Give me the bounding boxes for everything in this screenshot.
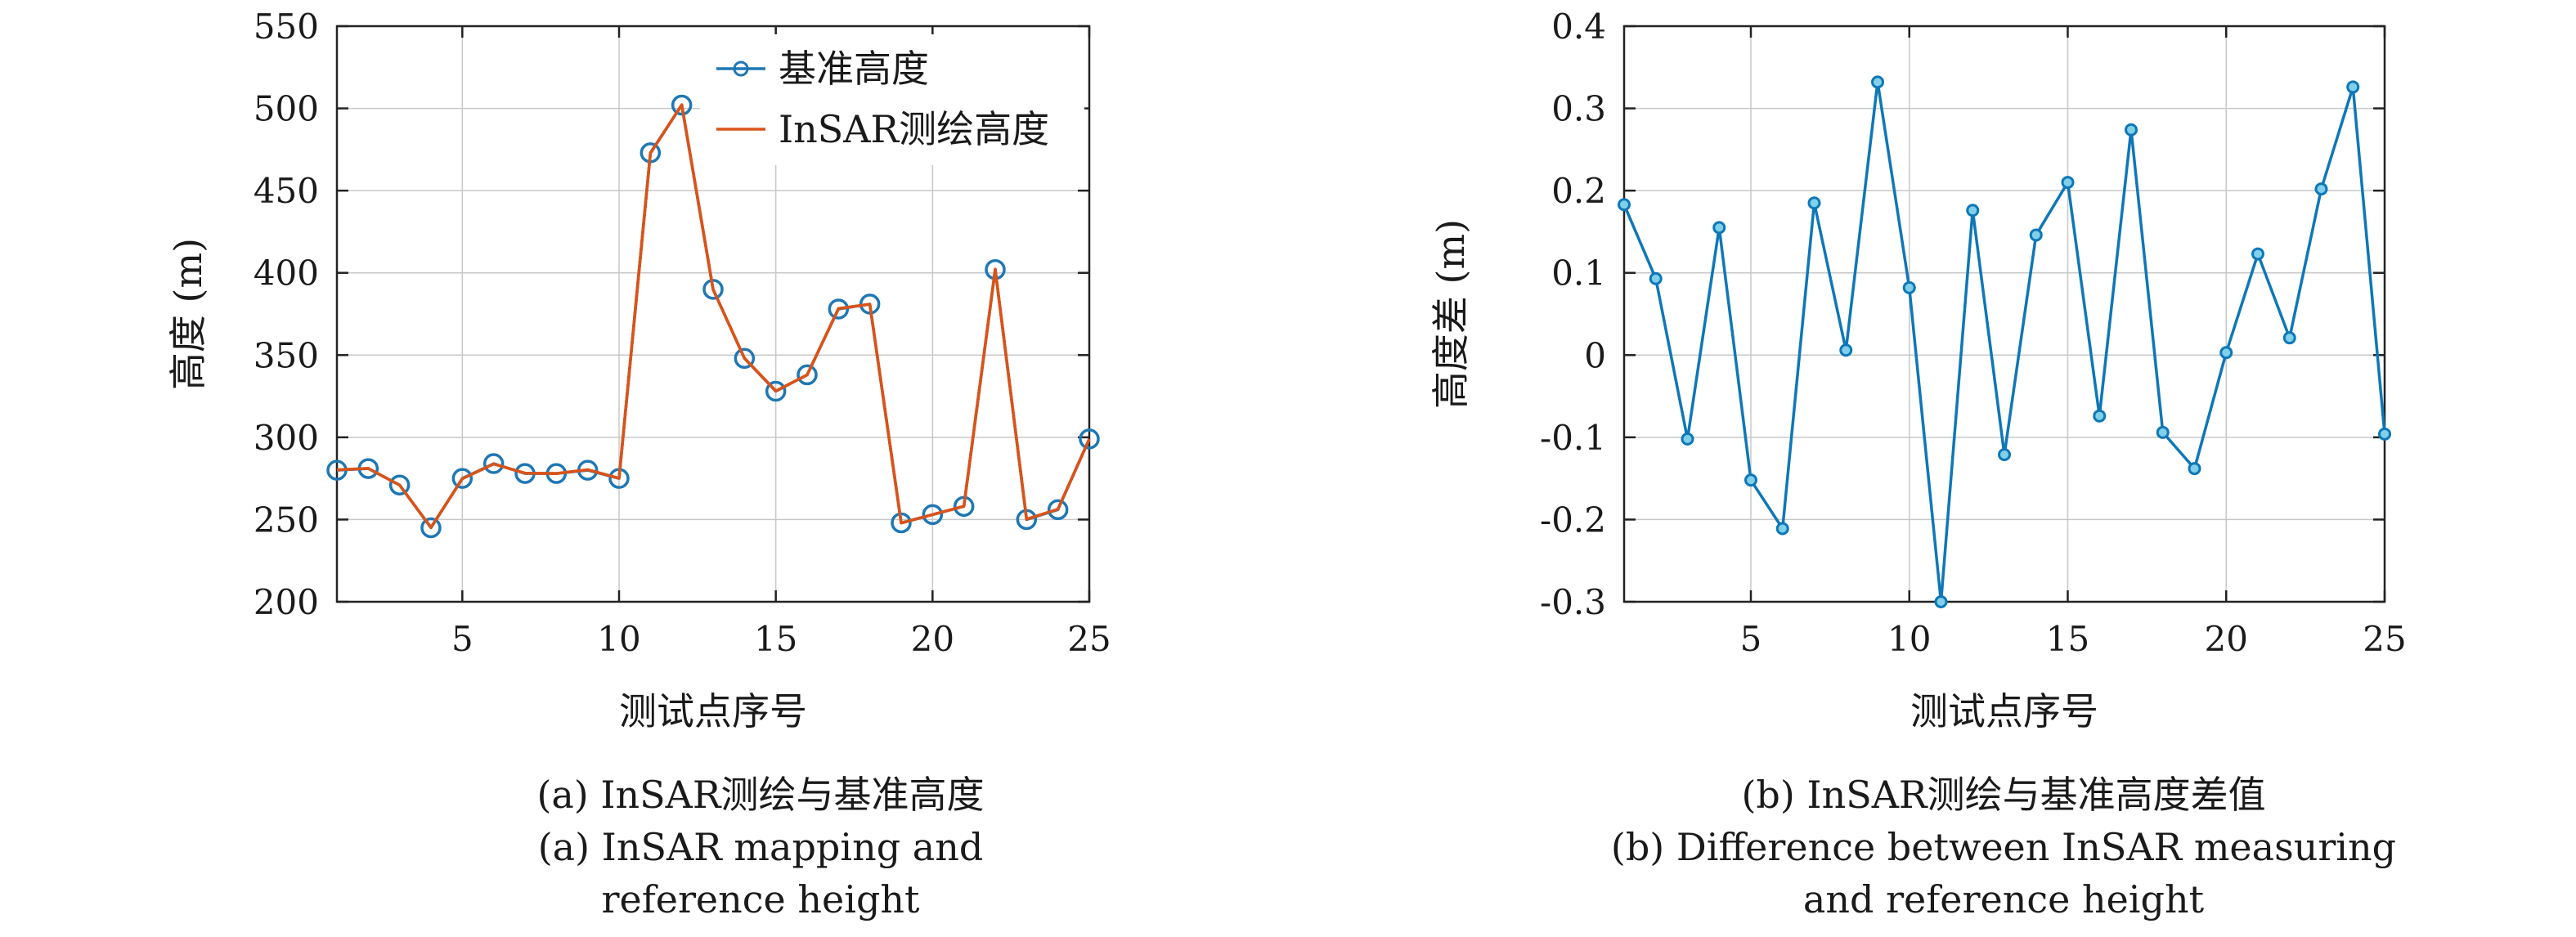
y-tick-label: 0.1 <box>1551 253 1606 294</box>
data-point <box>1775 522 1789 536</box>
data-point <box>420 517 442 539</box>
data-point <box>1807 196 1821 210</box>
y-tick-label: 250 <box>254 500 319 540</box>
data-point <box>451 468 473 489</box>
x-tick-label: 20 <box>911 619 954 659</box>
data-point <box>1902 280 1916 294</box>
y-tick-label: 400 <box>254 253 319 294</box>
data-point <box>1998 447 2011 461</box>
y-tick-label: -0.3 <box>1540 582 1606 622</box>
data-point <box>734 347 756 370</box>
legend-label: InSAR测绘高度 <box>779 107 1049 151</box>
x-tick-label: 15 <box>2046 619 2089 659</box>
x-axis-label: 测试点序号 <box>619 689 807 733</box>
x-tick-label: 20 <box>2205 619 2248 659</box>
data-point <box>1649 271 1663 285</box>
data-point <box>482 453 505 474</box>
data-point <box>1744 473 1757 487</box>
caption-b-line-2: (b) Difference between InSAR measuring <box>1610 825 2397 869</box>
data-point <box>2156 425 2170 439</box>
caption-a: (a) InSAR测绘与基准高度 (a) InSAR mapping and r… <box>278 769 1243 926</box>
data-point <box>1934 595 1948 608</box>
caption-b-line-3: and reference height <box>1802 877 2205 921</box>
x-tick-label: 10 <box>1887 619 1931 659</box>
y-tick-label: 200 <box>254 582 319 622</box>
y-tick-label: 0.3 <box>1551 89 1606 129</box>
data-point <box>2188 462 2201 476</box>
data-point <box>2061 176 2075 190</box>
caption-b-line-1: (b) InSAR测绘与基准高度差值 <box>1741 773 2266 817</box>
data-point <box>765 380 787 402</box>
x-tick-label: 25 <box>2363 619 2406 659</box>
data-point <box>671 94 693 116</box>
series-line-2-overlay <box>336 103 1091 529</box>
y-tick-label: 0.2 <box>1551 171 1606 211</box>
chart-b: 5 10 15 20 25 -0.3 -0.2 -0.1 0 0.1 0.2 0.3 0.4 测试点序号 高… <box>1429 7 2407 733</box>
y-tick-label: 350 <box>254 335 319 375</box>
y-tick-label: -0.2 <box>1540 500 1606 540</box>
y-tick-label: 550 <box>254 7 319 47</box>
legend-label: 基准高度 <box>779 47 929 91</box>
data-point <box>2251 247 2264 261</box>
x-tick-label: 5 <box>1740 619 1762 659</box>
series-line-1 <box>1622 80 2386 603</box>
data-point <box>1079 428 1100 450</box>
data-point <box>1712 221 1726 235</box>
chart-a: 5 10 15 20 25 200 250 300 350 400 450 500 550 测试点序号 高度… <box>166 7 1111 733</box>
data-point <box>1681 432 1694 446</box>
y-tick-label: 0 <box>1584 335 1606 375</box>
data-point <box>2314 182 2328 196</box>
y-tick-label: 0.4 <box>1551 7 1606 47</box>
y-axis-label: 高度差 (m) <box>1429 219 1473 409</box>
y-tick-label: 450 <box>254 171 319 211</box>
data-point <box>1047 499 1069 521</box>
data-point <box>702 279 724 300</box>
caption-a-line-3: reference height <box>601 877 920 921</box>
caption-a-line-2: (a) InSAR mapping and <box>537 825 984 869</box>
data-point <box>1871 75 1884 89</box>
data-point <box>2219 346 2233 360</box>
series-line-1 <box>336 103 1091 530</box>
caption-a-line-1: (a) InSAR测绘与基准高度 <box>536 773 985 817</box>
data-point <box>828 298 850 320</box>
data-point <box>1839 343 1853 357</box>
x-tick-label: 5 <box>451 619 473 659</box>
y-tick-label: 500 <box>254 89 319 129</box>
data-point <box>1966 204 1980 217</box>
data-point <box>797 364 818 386</box>
y-axis-label: 高度 (m) <box>166 238 210 390</box>
data-point <box>1618 198 1631 212</box>
data-point <box>2282 331 2296 345</box>
data-point <box>2029 228 2043 242</box>
x-axis-label: 测试点序号 <box>1910 689 2098 733</box>
data-point <box>922 504 944 526</box>
data-point <box>2346 80 2360 94</box>
x-tick-label: 25 <box>1067 619 1111 659</box>
x-tick-label: 10 <box>597 619 640 659</box>
x-tick-label: 15 <box>754 619 797 659</box>
series-line-2 <box>336 103 1091 529</box>
data-point <box>2093 409 2107 423</box>
legend-box <box>700 34 1084 165</box>
y-tick-label: -0.1 <box>1540 418 1606 458</box>
caption-b: (b) InSAR测绘与基准高度差值 (b) Difference betwee… <box>1521 769 2486 926</box>
y-tick-label: 300 <box>254 418 319 458</box>
data-point <box>2378 427 2391 441</box>
legend-marker <box>733 61 749 77</box>
data-point <box>2125 123 2138 137</box>
axes-frame <box>1622 25 2386 603</box>
axes-frame <box>335 25 1091 603</box>
data-point <box>388 474 411 495</box>
